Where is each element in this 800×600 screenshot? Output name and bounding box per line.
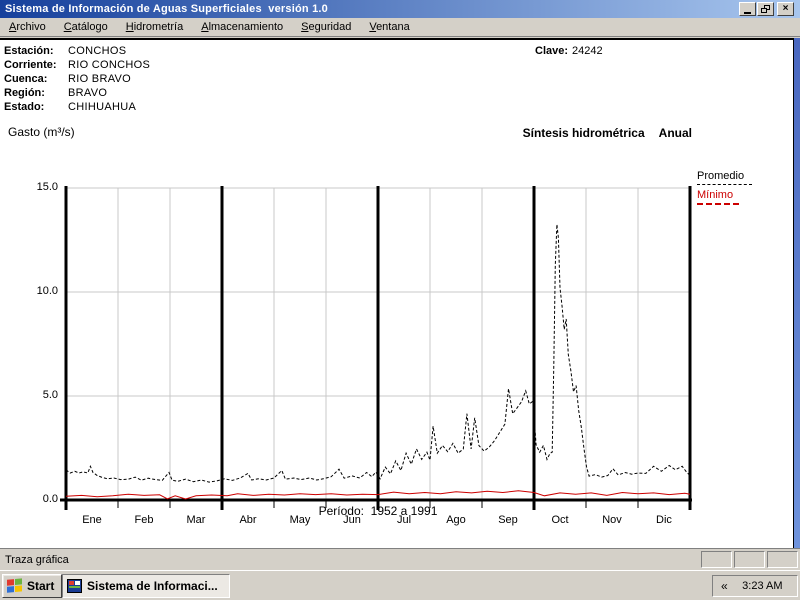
status-text: Traza gráfica xyxy=(5,553,69,566)
x-axis-month-label: Oct xyxy=(551,514,569,526)
window-controls: × xyxy=(738,2,794,16)
legend-label: Mínimo xyxy=(697,189,734,201)
close-button[interactable]: × xyxy=(777,2,794,16)
period-note: Período: 1952 a 1991 xyxy=(318,504,438,518)
menu-item-hidrometria[interactable]: Hidrometría xyxy=(125,21,184,33)
restore-button[interactable] xyxy=(757,2,774,16)
y-axis-tick-label: 0.0 xyxy=(42,493,58,505)
taskbar: Start Sistema de Informaci... « 3:23 AM xyxy=(0,570,800,600)
station-field-value: BRAVO xyxy=(68,87,108,99)
restore-icon xyxy=(761,5,770,13)
x-axis-month-label: Jul xyxy=(396,514,412,526)
hydrograph-chart xyxy=(60,186,692,510)
minimize-button[interactable] xyxy=(739,2,756,16)
app-icon xyxy=(67,579,82,593)
chart-title: Síntesis hidrométrica Anual xyxy=(523,126,692,140)
start-label: Start xyxy=(27,579,55,593)
station-field-row: Región: BRAVO xyxy=(4,86,150,100)
chart-title-main: Síntesis hidrométrica xyxy=(522,126,645,140)
x-axis-month-label: Ene xyxy=(82,514,102,526)
x-axis-month-label: Ago xyxy=(446,514,466,526)
system-tray: « 3:23 AM xyxy=(712,575,798,597)
status-panel xyxy=(701,551,732,568)
station-info: Estación: CONCHOS Corriente: RIO CONCHOS Cue… xyxy=(4,44,150,114)
station-field-row: Estación: CONCHOS xyxy=(4,44,150,58)
station-field-label: Corriente: xyxy=(4,59,57,71)
station-field-label: Estado: xyxy=(4,101,45,113)
title-bar: Sistema de Información de Aguas Superfic… xyxy=(0,0,800,18)
station-field-label: Región: xyxy=(4,87,45,99)
x-axis-month-label: Mar xyxy=(186,514,206,526)
legend-line-sample-dashed xyxy=(697,184,752,185)
status-panel xyxy=(734,551,765,568)
station-field-row: Cuenca: RIO BRAVO xyxy=(4,72,150,86)
x-axis-month-label: Feb xyxy=(134,514,154,526)
station-field-label: Estación: xyxy=(4,45,54,57)
clave-label: Clave: xyxy=(535,45,569,57)
chart-legend: Promedio Mínimo xyxy=(697,170,752,209)
y-axis-title: Gasto (m³/s) xyxy=(8,125,75,139)
start-button[interactable]: Start xyxy=(2,574,63,598)
legend-item-promedio: Promedio xyxy=(697,170,752,185)
status-panel xyxy=(767,551,798,568)
legend-item-minimo: Mínimo xyxy=(697,189,752,205)
status-panels xyxy=(699,551,798,568)
x-axis-month-label: Dic xyxy=(656,514,672,526)
x-axis-month-label: May xyxy=(289,514,311,526)
station-field-value: RIO CONCHOS xyxy=(68,59,151,71)
station-field-value: RIO BRAVO xyxy=(68,73,132,85)
x-axis-month-label: Abr xyxy=(239,514,257,526)
menu-item-ventana[interactable]: Ventana xyxy=(369,21,410,33)
menu-item-seguridad[interactable]: Seguridad xyxy=(301,21,352,33)
menu-item-catalogo[interactable]: Catálogo xyxy=(63,21,108,33)
x-axis-month-label: Sep xyxy=(498,514,518,526)
minimize-icon xyxy=(744,11,751,14)
series-minimo xyxy=(65,490,691,500)
menu-item-almacenamiento[interactable]: Almacenamiento xyxy=(201,21,284,33)
station-clave: Clave: 24242 xyxy=(535,44,603,58)
station-field-row: Corriente: RIO CONCHOS xyxy=(4,58,150,72)
menu-bar: Archivo Catálogo Hidrometría Almacenamiento… xyxy=(0,18,800,37)
station-field-label: Cuenca: xyxy=(4,73,48,85)
tray-collapse-chevron[interactable]: « xyxy=(721,579,728,593)
chart-title-sub: Anual xyxy=(658,126,692,140)
y-axis-tick-label: 10.0 xyxy=(36,285,58,297)
series-promedio xyxy=(65,224,691,483)
y-axis-tick-label: 15.0 xyxy=(36,181,58,193)
taskbar-clock: 3:23 AM xyxy=(742,580,783,592)
desktop-edge-strip xyxy=(793,38,800,548)
clave-value: 24242 xyxy=(572,45,603,57)
x-axis-month-label: Jun xyxy=(343,514,361,526)
taskbar-task-button[interactable]: Sistema de Informaci... xyxy=(62,574,230,598)
window-title: Sistema de Información de Aguas Superfic… xyxy=(5,3,328,15)
station-field-value: CHIHUAHUA xyxy=(68,101,137,113)
station-field-row: Estado: CHIHUAHUA xyxy=(4,100,150,114)
content-area: Estación: CONCHOS Corriente: RIO CONCHOS Cue… xyxy=(0,38,800,548)
menu-item-archivo[interactable]: Archivo xyxy=(9,21,46,33)
legend-label: Promedio xyxy=(697,170,745,182)
legend-line-sample-red xyxy=(697,203,739,205)
windows-logo-icon xyxy=(7,578,23,593)
status-bar: Traza gráfica xyxy=(0,548,800,570)
task-label: Sistema de Informaci... xyxy=(87,579,218,593)
station-field-value: CONCHOS xyxy=(68,45,127,57)
x-axis-month-label: Nov xyxy=(602,514,622,526)
y-axis-tick-label: 5.0 xyxy=(42,389,58,401)
